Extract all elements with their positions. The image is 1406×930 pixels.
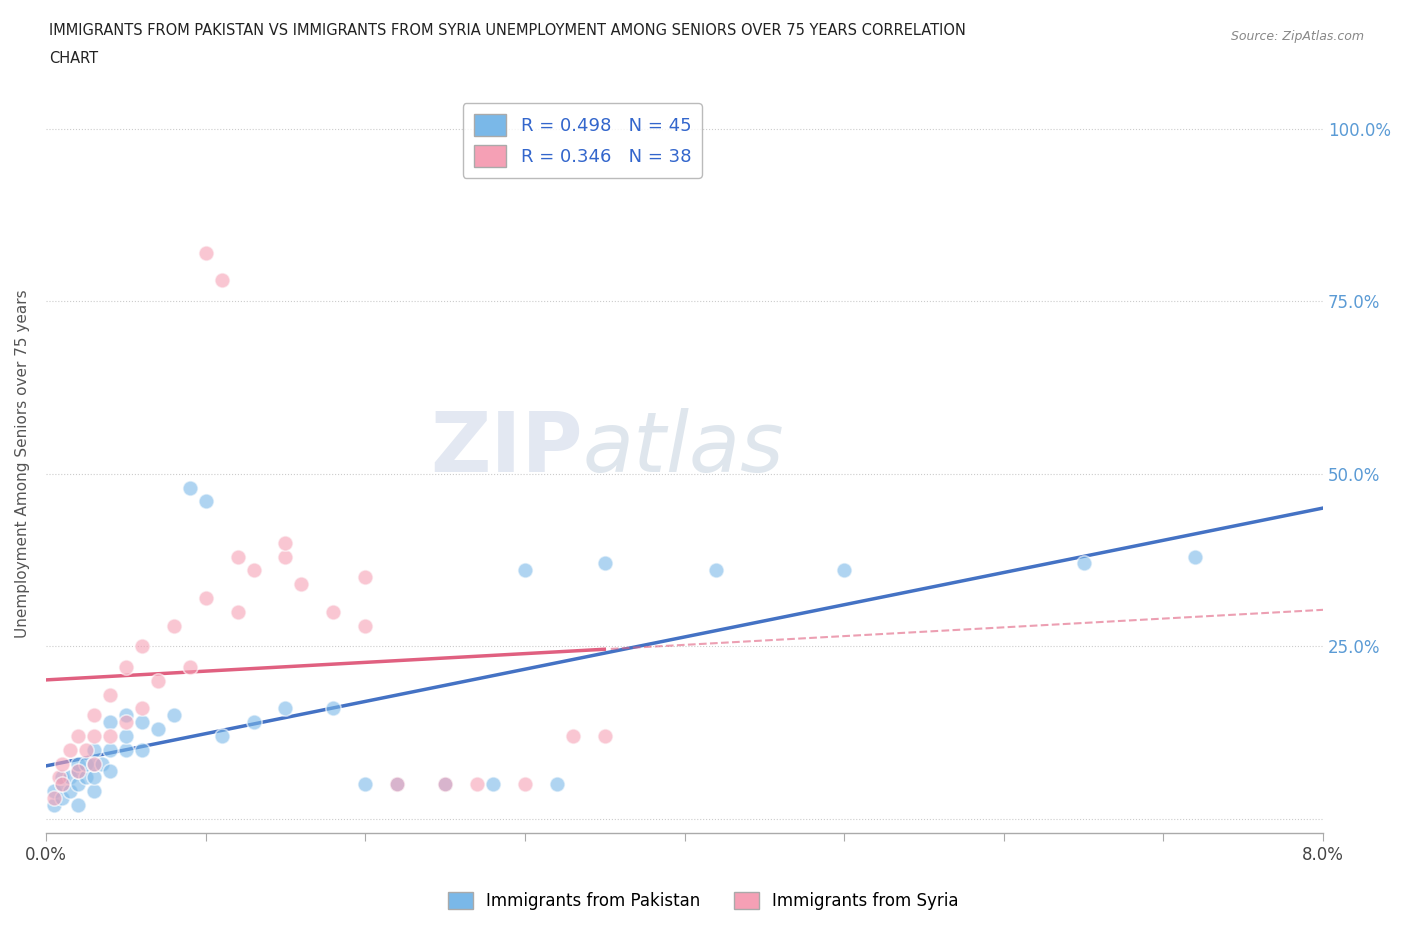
- Point: [114, 728, 136, 743]
- Point: [66, 764, 89, 778]
- Point: [98, 742, 121, 757]
- Point: [42, 784, 65, 799]
- Point: [290, 577, 312, 591]
- Point: [146, 722, 169, 737]
- Point: [593, 728, 616, 743]
- Point: [385, 777, 408, 791]
- Point: [561, 728, 583, 743]
- Point: [354, 570, 377, 585]
- Point: [1073, 556, 1095, 571]
- Point: [131, 742, 153, 757]
- Point: [83, 756, 105, 771]
- Point: [226, 604, 249, 619]
- Point: [513, 777, 536, 791]
- Point: [83, 784, 105, 799]
- Point: [51, 790, 73, 805]
- Point: [593, 556, 616, 571]
- Point: [131, 639, 153, 654]
- Point: [194, 591, 217, 605]
- Text: IMMIGRANTS FROM PAKISTAN VS IMMIGRANTS FROM SYRIA UNEMPLOYMENT AMONG SENIORS OVE: IMMIGRANTS FROM PAKISTAN VS IMMIGRANTS F…: [49, 23, 966, 38]
- Legend: Immigrants from Pakistan, Immigrants from Syria: Immigrants from Pakistan, Immigrants fro…: [441, 885, 965, 917]
- Point: [114, 659, 136, 674]
- Text: CHART: CHART: [49, 51, 98, 66]
- Point: [114, 708, 136, 723]
- Point: [51, 756, 73, 771]
- Point: [114, 715, 136, 730]
- Point: [66, 756, 89, 771]
- Point: [66, 728, 89, 743]
- Point: [194, 246, 217, 260]
- Point: [226, 549, 249, 564]
- Point: [98, 728, 121, 743]
- Point: [513, 563, 536, 578]
- Text: atlas: atlas: [582, 408, 785, 489]
- Point: [66, 777, 89, 791]
- Point: [322, 701, 344, 716]
- Point: [434, 777, 457, 791]
- Point: [83, 770, 105, 785]
- Legend: R = 0.498   N = 45, R = 0.346   N = 38: R = 0.498 N = 45, R = 0.346 N = 38: [463, 103, 702, 178]
- Point: [59, 742, 82, 757]
- Point: [42, 798, 65, 813]
- Point: [354, 618, 377, 633]
- Point: [98, 715, 121, 730]
- Point: [131, 715, 153, 730]
- Point: [385, 777, 408, 791]
- Point: [179, 480, 201, 495]
- Point: [706, 563, 728, 578]
- Point: [322, 604, 344, 619]
- Point: [465, 777, 488, 791]
- Point: [163, 618, 186, 633]
- Point: [98, 764, 121, 778]
- Point: [83, 728, 105, 743]
- Point: [146, 673, 169, 688]
- Point: [274, 549, 297, 564]
- Point: [194, 494, 217, 509]
- Point: [211, 273, 233, 288]
- Point: [51, 770, 73, 785]
- Point: [98, 687, 121, 702]
- Point: [242, 715, 264, 730]
- Point: [83, 756, 105, 771]
- Point: [51, 777, 73, 791]
- Point: [1184, 549, 1206, 564]
- Point: [66, 764, 89, 778]
- Text: ZIP: ZIP: [430, 408, 582, 489]
- Point: [90, 756, 112, 771]
- Point: [163, 708, 186, 723]
- Point: [274, 536, 297, 551]
- Text: Source: ZipAtlas.com: Source: ZipAtlas.com: [1230, 30, 1364, 43]
- Point: [114, 742, 136, 757]
- Point: [274, 701, 297, 716]
- Point: [83, 742, 105, 757]
- Point: [51, 777, 73, 791]
- Y-axis label: Unemployment Among Seniors over 75 years: Unemployment Among Seniors over 75 years: [15, 289, 30, 638]
- Point: [546, 777, 568, 791]
- Point: [354, 777, 377, 791]
- Point: [434, 777, 457, 791]
- Point: [59, 770, 82, 785]
- Point: [75, 742, 97, 757]
- Point: [83, 708, 105, 723]
- Point: [42, 790, 65, 805]
- Point: [482, 777, 505, 791]
- Point: [131, 701, 153, 716]
- Point: [66, 798, 89, 813]
- Point: [75, 770, 97, 785]
- Point: [75, 756, 97, 771]
- Point: [242, 563, 264, 578]
- Point: [832, 563, 855, 578]
- Point: [59, 784, 82, 799]
- Point: [48, 770, 70, 785]
- Point: [179, 659, 201, 674]
- Point: [211, 728, 233, 743]
